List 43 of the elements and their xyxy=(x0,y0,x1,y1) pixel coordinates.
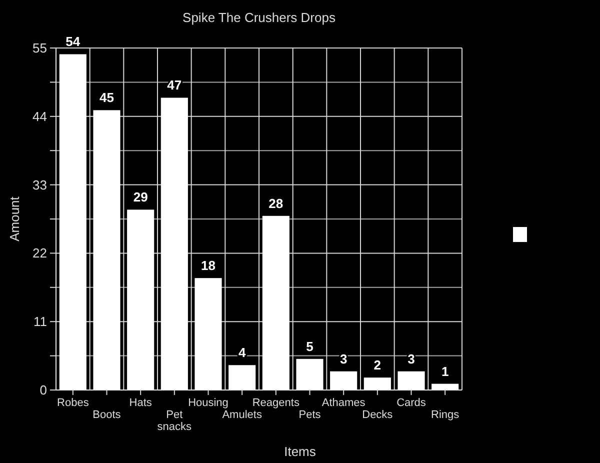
bar xyxy=(296,358,324,390)
data-label: 3 xyxy=(340,351,348,366)
x-tick-label: Athames xyxy=(322,397,366,409)
data-label: 18 xyxy=(201,258,216,274)
data-label: 28 xyxy=(268,196,284,211)
x-tick-label: Rings xyxy=(431,409,460,421)
data-label: 3 xyxy=(408,351,415,366)
bar xyxy=(93,110,120,390)
data-label: 2 xyxy=(374,358,382,373)
bar xyxy=(330,371,358,390)
x-tick-label: Boots xyxy=(92,409,122,421)
bar xyxy=(160,98,188,390)
bar xyxy=(364,378,391,390)
x-tick-label: Robes xyxy=(57,397,90,409)
bar xyxy=(194,278,222,390)
x-tick-label: Hats xyxy=(129,397,152,409)
bar xyxy=(262,216,290,390)
x-axis-title: Items xyxy=(284,444,316,459)
y-tick-label: 55 xyxy=(32,40,47,56)
y-axis-title: Amount xyxy=(7,196,22,242)
x-tick-label: Decks xyxy=(362,409,394,421)
data-label: 29 xyxy=(133,190,148,205)
data-label: 1 xyxy=(441,364,449,379)
data-label: 54 xyxy=(66,34,81,50)
bar xyxy=(398,371,425,390)
data-label: 45 xyxy=(100,90,114,106)
data-label: 5 xyxy=(306,338,314,354)
x-tick-label: Housing xyxy=(188,397,228,409)
x-tick-label: Reagents xyxy=(252,397,300,409)
y-tick-label: 44 xyxy=(32,108,47,124)
y-tick-label: 11 xyxy=(34,314,47,330)
y-tick-label: 33 xyxy=(32,177,47,192)
x-tick-label: Pet snacks xyxy=(157,409,192,433)
bar xyxy=(127,210,154,390)
y-tick-label: 22 xyxy=(32,246,47,261)
x-tick-label: Pets xyxy=(298,409,322,421)
bar xyxy=(59,54,86,390)
x-tick-label: Cards xyxy=(396,397,426,409)
data-label: 47 xyxy=(167,78,182,93)
y-tick-label: 0 xyxy=(40,382,47,398)
x-tick-label: Amulets xyxy=(222,409,262,421)
bar xyxy=(228,365,256,390)
chart-title: Spike The Crushers Drops xyxy=(182,10,336,25)
